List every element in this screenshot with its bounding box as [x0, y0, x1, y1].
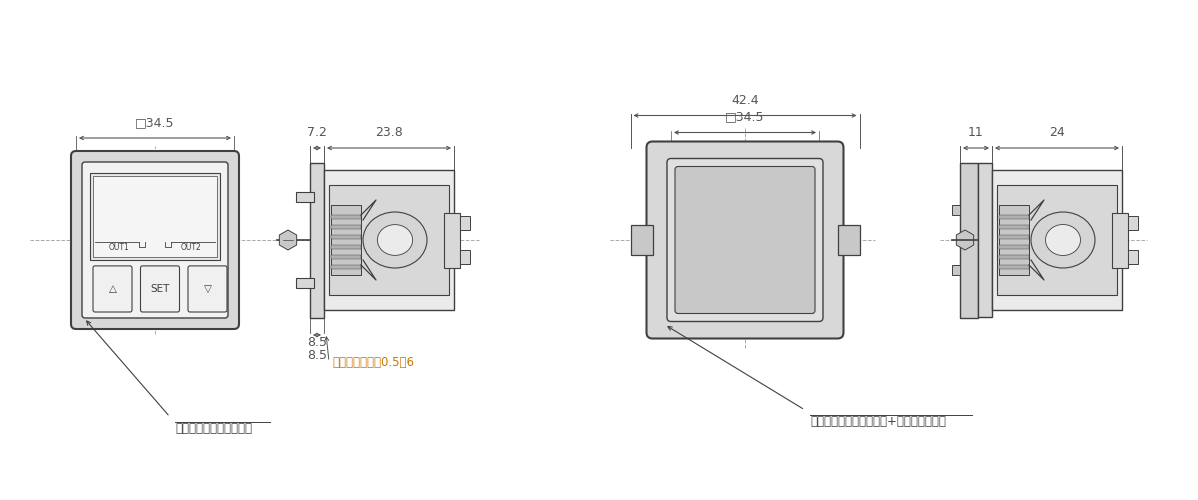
Ellipse shape — [377, 224, 412, 256]
Bar — [331, 255, 361, 259]
Bar — [999, 235, 1029, 239]
Text: 11: 11 — [968, 126, 984, 139]
Bar — [997, 185, 1117, 295]
Bar — [331, 215, 361, 219]
Text: SET: SET — [150, 284, 170, 294]
Text: 24: 24 — [1049, 126, 1065, 139]
Text: 42.4: 42.4 — [731, 94, 758, 106]
Bar — [296, 278, 314, 288]
Bar — [1112, 212, 1129, 268]
Polygon shape — [279, 230, 297, 250]
FancyBboxPatch shape — [93, 266, 132, 312]
Bar — [331, 245, 361, 249]
Text: OUT1: OUT1 — [108, 243, 129, 252]
Text: 7.2: 7.2 — [307, 126, 327, 139]
Bar — [90, 173, 220, 260]
Bar — [460, 216, 470, 230]
Bar — [93, 176, 217, 257]
FancyBboxPatch shape — [140, 266, 180, 312]
FancyBboxPatch shape — [674, 166, 815, 314]
Bar — [952, 265, 960, 275]
FancyBboxPatch shape — [667, 158, 823, 322]
Text: パネルマウントアダプタ+前面保護カバー: パネルマウントアダプタ+前面保護カバー — [810, 415, 946, 428]
Text: OUT2: OUT2 — [181, 243, 201, 252]
Bar — [999, 265, 1029, 269]
Bar — [999, 205, 1029, 275]
Bar — [331, 265, 361, 269]
Bar — [960, 162, 978, 318]
Bar — [1129, 250, 1138, 264]
Bar — [837, 225, 859, 255]
Ellipse shape — [1031, 212, 1095, 268]
Bar — [630, 225, 653, 255]
Bar — [331, 205, 361, 275]
Text: 8.5: 8.5 — [307, 336, 327, 349]
Bar — [310, 162, 323, 318]
FancyBboxPatch shape — [647, 142, 843, 338]
Bar — [952, 205, 960, 215]
Bar — [1129, 216, 1138, 230]
FancyBboxPatch shape — [81, 162, 228, 318]
Text: パネルマウントアダプタ: パネルマウントアダプタ — [175, 422, 252, 435]
Polygon shape — [956, 230, 974, 250]
Text: ▽: ▽ — [204, 284, 212, 294]
Bar — [460, 250, 470, 264]
Bar — [999, 215, 1029, 219]
Ellipse shape — [363, 212, 426, 268]
Bar — [323, 170, 454, 310]
FancyBboxPatch shape — [71, 151, 238, 329]
Bar — [329, 185, 449, 295]
Text: 23.8: 23.8 — [375, 126, 403, 139]
Bar — [978, 163, 992, 317]
Text: □34.5: □34.5 — [135, 116, 175, 129]
Bar — [444, 212, 460, 268]
FancyBboxPatch shape — [188, 266, 226, 312]
Text: □34.5: □34.5 — [725, 110, 764, 124]
Bar — [331, 225, 361, 229]
Bar — [992, 170, 1123, 310]
Bar — [999, 245, 1029, 249]
Text: パネル厚み寸法0.5～6: パネル厚み寸法0.5～6 — [332, 356, 415, 368]
Bar — [999, 255, 1029, 259]
Text: △: △ — [109, 284, 116, 294]
Ellipse shape — [1046, 224, 1081, 256]
Bar — [331, 235, 361, 239]
Text: 8.5: 8.5 — [307, 349, 327, 362]
Bar — [999, 225, 1029, 229]
Bar — [296, 192, 314, 202]
